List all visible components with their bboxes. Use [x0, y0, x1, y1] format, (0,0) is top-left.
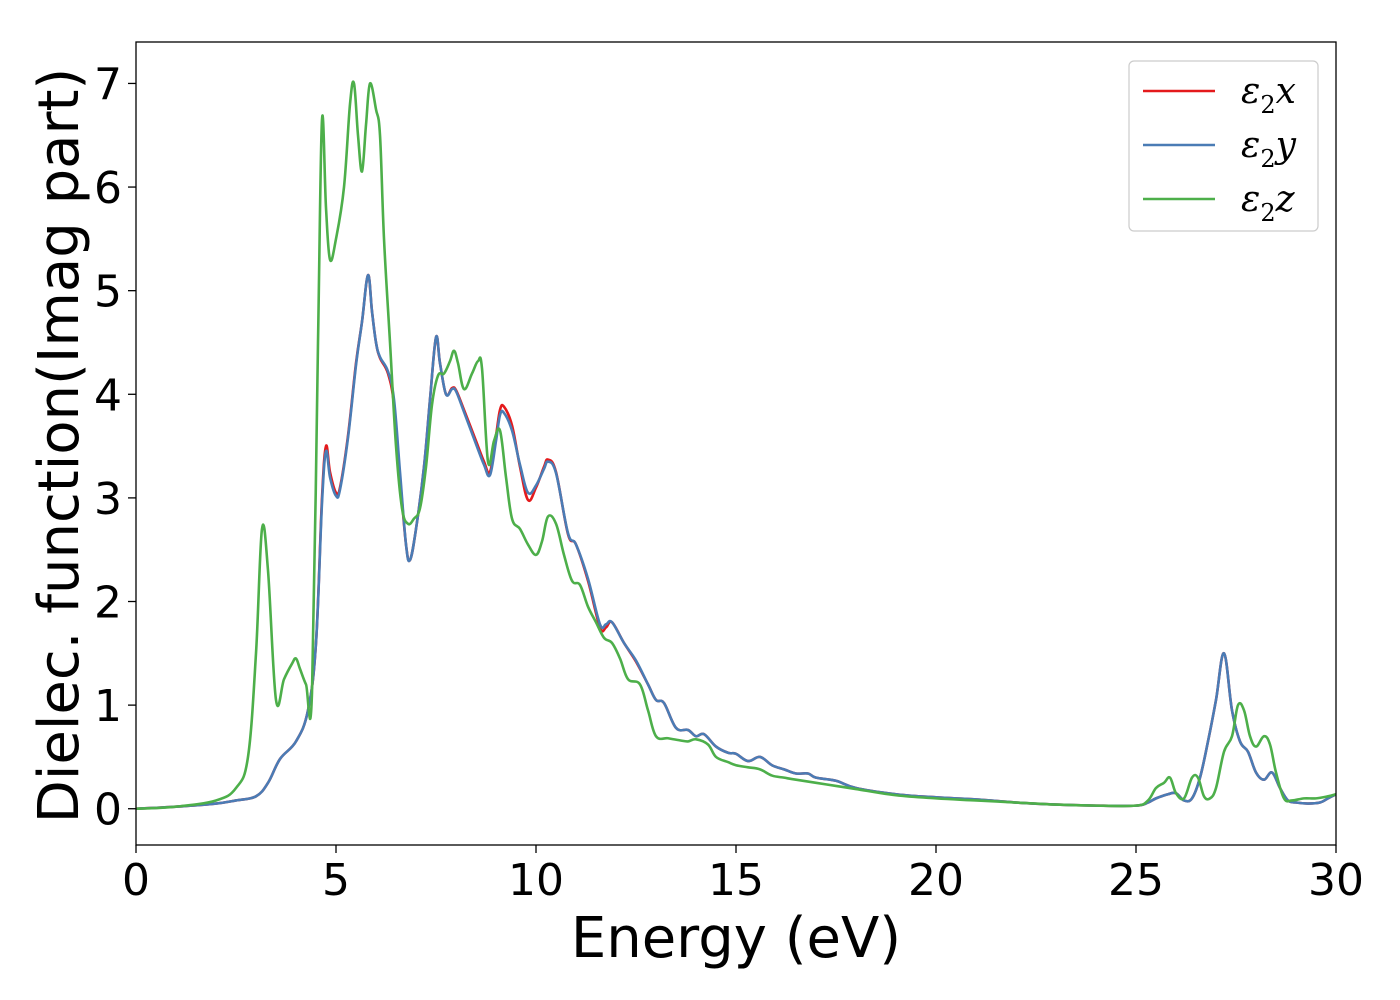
legend-label-2: ε2y: [1241, 125, 1297, 173]
y-tick-label: 3: [94, 474, 122, 525]
series-line-3: [136, 80, 1336, 811]
legend-label-1: ε2x: [1241, 71, 1296, 119]
legend-label-3: ε2z: [1241, 179, 1296, 227]
series-layer: [136, 80, 1336, 811]
y-tick-label: 0: [94, 785, 122, 836]
x-tick-label: 15: [708, 855, 764, 906]
x-tick-label: 5: [322, 855, 350, 906]
x-axis-label: Energy (eV): [571, 906, 901, 971]
x-tick-label: 0: [122, 855, 150, 906]
legend: ε2x ε2y ε2z: [1128, 60, 1319, 232]
series-line-2: [136, 273, 1336, 811]
x-tick-label: 30: [1308, 855, 1364, 906]
legend-box: [1128, 60, 1319, 232]
x-tick-label: 25: [1108, 855, 1164, 906]
y-tick-label: 5: [94, 267, 122, 318]
y-tick-label: 6: [94, 163, 122, 214]
y-tick-label: 1: [94, 681, 122, 732]
y-tick-label: 7: [94, 59, 122, 110]
ticks-layer: 0 5 10 15 20 25 30 0 1 2 3 4 5 6 7: [94, 59, 1364, 906]
x-tick-label: 10: [508, 855, 564, 906]
x-tick-label: 20: [908, 855, 964, 906]
y-tick-label: 4: [94, 370, 122, 421]
y-tick-label: 2: [94, 578, 122, 629]
y-axis-label: Dielec. function(Imag part): [27, 68, 92, 824]
